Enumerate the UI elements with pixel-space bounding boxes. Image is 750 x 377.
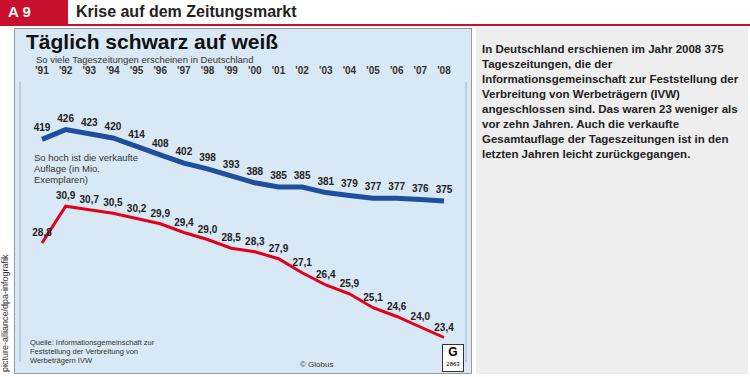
html-text:A 9: A 9 xyxy=(8,3,31,20)
svg-text:29,0: 29,0 xyxy=(198,224,218,235)
html-text:© Globus: © Globus xyxy=(300,360,334,369)
svg-text:419: 419 xyxy=(34,122,51,133)
html-text:Quelle: Informationsgemeinscha: Quelle: Informationsgemeinschaft zur Fes… xyxy=(30,338,155,365)
svg-text:24,6: 24,6 xyxy=(387,301,407,312)
svg-text:'91: '91 xyxy=(35,65,49,76)
svg-text:'08: '08 xyxy=(437,65,451,76)
svg-text:379: 379 xyxy=(341,178,358,189)
html-text:In Deutschland erschienen im J: In Deutschland erschienen im Jahr 2008 3… xyxy=(482,43,739,160)
svg-text:'93: '93 xyxy=(83,65,97,76)
html-text:Krise auf dem Zeitungsmarkt: Krise auf dem Zeitungsmarkt xyxy=(76,3,297,20)
svg-text:'00: '00 xyxy=(248,65,262,76)
svg-text:'94: '94 xyxy=(106,65,120,76)
svg-text:'05: '05 xyxy=(366,65,380,76)
svg-text:25,1: 25,1 xyxy=(363,292,383,303)
svg-text:393: 393 xyxy=(223,159,240,170)
svg-text:26,4: 26,4 xyxy=(316,269,336,280)
svg-text:'95: '95 xyxy=(130,65,144,76)
svg-text:30,7: 30,7 xyxy=(80,194,100,205)
html-text:2863: 2863 xyxy=(446,361,460,367)
html-text:So hoch ist die verkaufte Aufl: So hoch ist die verkaufte Auflage (in Mi… xyxy=(34,152,138,185)
svg-text:'99: '99 xyxy=(224,65,238,76)
svg-text:385: 385 xyxy=(270,170,287,181)
svg-text:27,9: 27,9 xyxy=(269,243,289,254)
svg-text:'03: '03 xyxy=(319,65,333,76)
svg-text:28,8: 28,8 xyxy=(32,227,52,238)
html-text:So viele Tageszeitungen ersche: So viele Tageszeitungen erscheinen in De… xyxy=(36,54,254,65)
svg-text:'02: '02 xyxy=(295,65,309,76)
svg-text:'07: '07 xyxy=(414,65,428,76)
svg-text:377: 377 xyxy=(365,181,382,192)
svg-text:30,9: 30,9 xyxy=(56,190,76,201)
svg-text:27,1: 27,1 xyxy=(292,257,312,268)
svg-text:'98: '98 xyxy=(201,65,215,76)
svg-text:30,5: 30,5 xyxy=(103,197,123,208)
svg-text:29,4: 29,4 xyxy=(174,217,194,228)
svg-text:402: 402 xyxy=(176,146,193,157)
svg-text:28,5: 28,5 xyxy=(221,232,241,243)
svg-text:376: 376 xyxy=(412,183,429,194)
svg-text:398: 398 xyxy=(199,152,216,163)
svg-text:375: 375 xyxy=(436,184,453,195)
svg-text:'01: '01 xyxy=(272,65,286,76)
svg-text:25,9: 25,9 xyxy=(340,278,360,289)
html-text:Täglich schwarz auf weiß: Täglich schwarz auf weiß xyxy=(26,30,279,53)
svg-text:423: 423 xyxy=(81,117,98,128)
svg-text:385: 385 xyxy=(294,170,311,181)
svg-text:28,3: 28,3 xyxy=(245,236,265,247)
svg-text:377: 377 xyxy=(388,181,405,192)
svg-text:408: 408 xyxy=(152,138,169,149)
svg-text:23,4: 23,4 xyxy=(434,322,454,333)
svg-text:414: 414 xyxy=(128,129,145,140)
svg-text:29,9: 29,9 xyxy=(151,208,171,219)
svg-text:388: 388 xyxy=(246,166,263,177)
html-text:G: G xyxy=(448,345,458,359)
svg-text:'92: '92 xyxy=(59,65,73,76)
svg-text:381: 381 xyxy=(317,176,334,187)
svg-text:426: 426 xyxy=(57,113,74,124)
svg-text:30,2: 30,2 xyxy=(127,203,147,214)
svg-text:24,0: 24,0 xyxy=(411,311,431,322)
svg-text:'96: '96 xyxy=(153,65,167,76)
svg-text:'06: '06 xyxy=(390,65,404,76)
svg-text:420: 420 xyxy=(105,121,122,132)
svg-text:'04: '04 xyxy=(343,65,357,76)
svg-text:'97: '97 xyxy=(177,65,191,76)
html-text:picture-alliance/dpa-infografi: picture-alliance/dpa-infografik xyxy=(0,254,10,372)
